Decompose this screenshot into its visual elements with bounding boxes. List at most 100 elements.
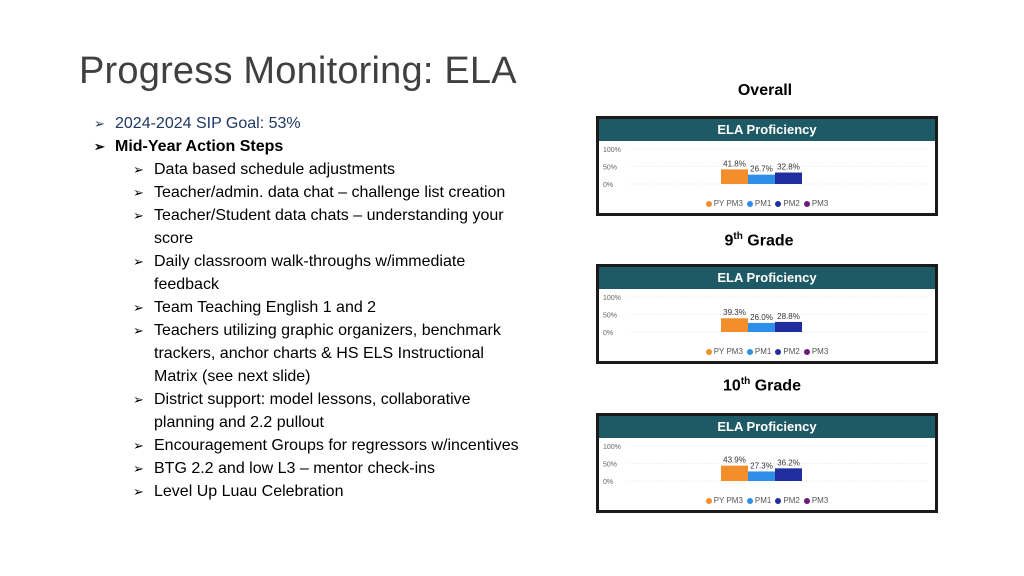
y-tick-label: 100%: [603, 444, 621, 451]
legend-label: PM2: [783, 199, 800, 208]
legend-label: PY PM3: [713, 199, 743, 208]
sub-bullet-item: ➢ Data based schedule adjustments: [133, 158, 524, 181]
y-tick-label: 100%: [603, 295, 621, 302]
legend-item: PM2: [775, 199, 800, 208]
arrow-bullet-icon: ➢: [133, 208, 144, 223]
bar-chart-10th-grade: 100% 50% 0% 43.9% 27.3% 36.2%: [603, 444, 929, 486]
legend-dot-icon: [803, 201, 810, 207]
legend-dot-icon: [746, 349, 753, 355]
legend-label: PM3: [811, 496, 829, 505]
bar-chart-9th-grade: 100% 50% 0% 39.3% 26.0% 28.8%: [603, 295, 929, 337]
bullet-text: 2024-2024 SIP Goal: 53%: [115, 115, 301, 132]
chart-panel-10th-grade: ELA Proficiency 100% 50% 0% 43.9% 27.3% 36.2%…: [596, 413, 938, 513]
chart-label-10th-grade: 10th Grade: [702, 376, 822, 395]
chart-panel-9th-grade: ELA Proficiency 100% 50% 0% 39.3% 26.0% 28.8%…: [596, 264, 938, 364]
chart-label-9th-grade: 9th Grade: [699, 231, 819, 250]
bar-pm1: [748, 174, 775, 184]
legend-dot-icon: [775, 201, 782, 207]
chart-legend: PY PM3 PM1 PM2 PM3: [599, 199, 935, 208]
arrow-bullet-icon: ➢: [133, 300, 144, 315]
legend-item: PY PM3: [705, 347, 743, 356]
sub-bullet-item: ➢ Encouragement Groups for regressors w/i…: [133, 434, 524, 457]
arrow-bullet-icon: ➢: [133, 254, 144, 269]
bullet-text: Level Up Luau Celebration: [154, 483, 344, 500]
chart-panel-overall: ELA Proficiency 100% 50% 0% 41.8% 26.7% 32.8%…: [596, 116, 938, 216]
bar-py-pm3: [721, 465, 748, 481]
slide-title: Progress Monitoring: ELA: [79, 50, 517, 92]
grade10-suffix: th: [740, 376, 751, 387]
bar-value-label: 26.0%: [750, 313, 773, 322]
sub-bullet-item: ➢ BTG 2.2 and low L3 – mentor check-ins: [133, 457, 524, 480]
bullet-text: Teacher/Student data chats – understandi…: [154, 207, 504, 247]
bar-value-label: 27.3%: [750, 461, 773, 470]
bar-value-label: 41.8%: [723, 159, 746, 168]
bullet-text: BTG 2.2 and low L3 – mentor check-ins: [154, 460, 436, 477]
bar-pm2: [775, 321, 802, 332]
bar-value-label: 26.7%: [750, 165, 773, 174]
sub-bullet-item: ➢ District support: model lessons, collab…: [133, 388, 524, 434]
chart-legend: PY PM3 PM1 PM2 PM3: [599, 347, 935, 356]
chart-legend: PY PM3 PM1 PM2 PM3: [599, 496, 935, 505]
y-tick-label: 50%: [603, 165, 617, 172]
sub-bullet-item: ➢ Daily classroom walk-throughs w/immedia…: [133, 250, 524, 296]
grade9-number: 9: [724, 232, 734, 250]
legend-dot-icon: [803, 349, 810, 355]
grade9-suffix: th: [733, 231, 743, 242]
legend-dot-icon: [705, 349, 712, 355]
y-tick-label: 50%: [603, 462, 617, 469]
bar-value-label: 43.9%: [723, 456, 746, 465]
legend-dot-icon: [746, 498, 753, 504]
grade10-number: 10: [723, 377, 741, 395]
arrow-bullet-icon: ➢: [133, 392, 144, 407]
legend-dot-icon: [803, 498, 810, 504]
chart-title: ELA Proficiency: [599, 119, 935, 141]
y-tick-label: 0%: [603, 330, 613, 337]
bullet-text: Encouragement Groups for regressors w/in…: [154, 437, 519, 454]
arrow-bullet-icon: ➢: [94, 116, 105, 131]
grade9-word: Grade: [742, 232, 794, 250]
bar-chart-overall: 100% 50% 0% 41.8% 26.7% 32.8%: [603, 147, 929, 189]
legend-item: PM1: [746, 347, 772, 356]
bullet-text: Teacher/admin. data chat – challenge lis…: [154, 184, 506, 201]
arrow-bullet-icon: ➢: [133, 438, 144, 453]
arrow-bullet-icon: ➢: [133, 162, 144, 177]
legend-dot-icon: [775, 349, 782, 355]
sub-bullet-item: ➢ Team Teaching English 1 and 2: [133, 296, 524, 319]
bar-value-label: 39.3%: [723, 308, 746, 317]
chart-title: ELA Proficiency: [599, 267, 935, 289]
y-tick-label: 0%: [603, 182, 613, 189]
y-tick-label: 100%: [603, 147, 621, 154]
arrow-bullet-icon: ➢: [133, 484, 144, 499]
legend-label: PM2: [783, 496, 800, 505]
legend-label: PM3: [811, 199, 829, 208]
bar-value-label: 28.8%: [777, 312, 800, 321]
arrow-bullet-icon: ➢: [133, 185, 144, 200]
legend-dot-icon: [705, 498, 712, 504]
bullet-text: Mid-Year Action Steps: [115, 138, 284, 155]
legend-item: PM2: [775, 496, 800, 505]
legend-item: PM3: [803, 199, 829, 208]
bullet-text: Daily classroom walk-throughs w/immediat…: [154, 253, 466, 293]
legend-item: PM3: [803, 496, 829, 505]
bar-value-label: 36.2%: [777, 458, 800, 467]
arrow-bullet-icon: ➢: [133, 461, 144, 476]
bar-py-pm3: [721, 318, 748, 332]
sub-bullet-item: ➢ Teacher/admin. data chat – challenge li…: [133, 181, 524, 204]
legend-label: PY PM3: [713, 496, 743, 505]
arrow-bullet-icon: ➢: [133, 323, 144, 338]
bar-pm1: [748, 322, 775, 332]
legend-dot-icon: [746, 201, 753, 207]
bar-pm2: [775, 468, 802, 481]
legend-label: PM1: [754, 496, 772, 505]
legend-dot-icon: [705, 201, 712, 207]
chart-title: ELA Proficiency: [599, 416, 935, 438]
bullet-text: Teachers utilizing graphic organizers, b…: [154, 322, 501, 385]
sub-bullet-item: ➢ Level Up Luau Celebration: [133, 480, 524, 503]
legend-item: PY PM3: [705, 496, 743, 505]
legend-label: PM1: [754, 347, 772, 356]
sub-bullet-item: ➢ Teacher/Student data chats – understand…: [133, 204, 524, 250]
legend-item: PY PM3: [705, 199, 743, 208]
bullet-text: Team Teaching English 1 and 2: [154, 299, 377, 316]
legend-label: PM1: [754, 199, 772, 208]
legend-label: PY PM3: [713, 347, 743, 356]
